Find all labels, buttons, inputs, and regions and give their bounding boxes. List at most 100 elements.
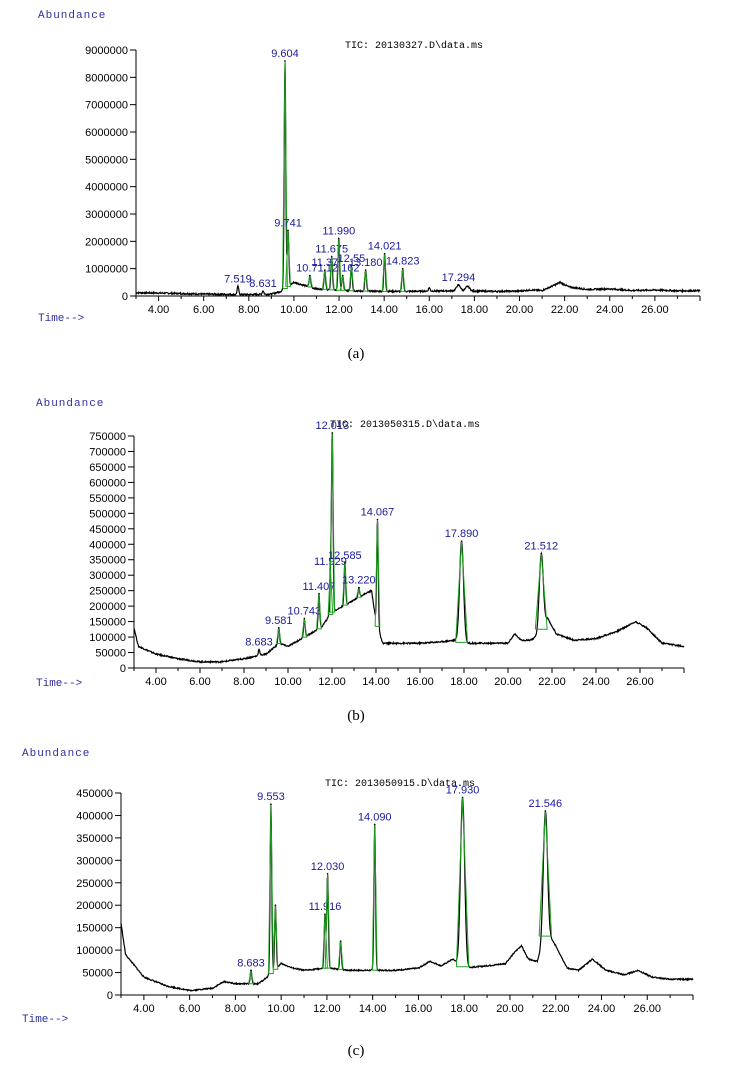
x-tick-label: 8.00 — [233, 676, 254, 688]
peak-integration-line — [356, 587, 362, 598]
x-tick-label: 6.00 — [179, 1003, 200, 1015]
abundance-axis-label: Abundance — [22, 748, 90, 760]
peak-apex-mark — [324, 913, 326, 915]
x-tick-label: 20.00 — [506, 304, 534, 316]
peak-integration-line — [248, 970, 255, 985]
peak-label: 12.585 — [328, 550, 362, 562]
peak-apex-mark — [401, 267, 404, 270]
x-tick-label: 6.00 — [189, 676, 210, 688]
peak-integration-line — [275, 627, 282, 645]
x-tick-label: 4.00 — [133, 1003, 154, 1015]
peak-label: 14.021 — [368, 241, 402, 253]
y-tick-label: 5000000 — [85, 154, 128, 166]
peak-apex-mark — [303, 617, 306, 620]
tic-file-title: TIC: 20130327.D\data.ms — [345, 40, 483, 52]
x-tick-label: 16.00 — [405, 1003, 433, 1015]
x-tick-label: 26.00 — [641, 304, 669, 316]
peak-integration-line — [339, 275, 346, 291]
peak-label: 17.930 — [446, 784, 480, 796]
peak-label: 8.631 — [249, 278, 277, 290]
peak-apex-mark — [461, 796, 464, 799]
x-tick-label: 26.00 — [626, 676, 654, 688]
peak-apex-mark — [350, 265, 353, 267]
peak-label: 9.581 — [265, 615, 293, 627]
x-tick-label: 14.00 — [362, 676, 390, 688]
peak-apex-mark — [383, 252, 386, 255]
peak-apex-mark — [287, 229, 289, 232]
y-tick-label: 450000 — [76, 788, 113, 800]
peak-label: 13.180 — [349, 257, 383, 269]
y-tick-label: 150000 — [76, 923, 113, 935]
panel-caption: (a) — [348, 346, 365, 362]
peak-integration-line — [538, 810, 553, 937]
peak-label: 14.823 — [386, 256, 420, 268]
x-tick-label: 26.00 — [633, 1003, 661, 1015]
peak-apex-mark — [466, 285, 469, 288]
y-tick-label: 6000000 — [85, 127, 128, 139]
y-tick-label: 100000 — [76, 945, 113, 957]
peak-integration-line — [301, 618, 308, 638]
y-tick-label: 750000 — [89, 431, 126, 443]
y-tick-label: 250000 — [76, 878, 113, 890]
y-tick-label: 7000000 — [85, 100, 128, 112]
peak-label: 11.407 — [303, 581, 336, 593]
x-tick-label: 8.00 — [225, 1003, 246, 1015]
x-tick-label: 10.00 — [274, 676, 302, 688]
peak-integration-line — [381, 253, 388, 292]
y-tick-label: 100000 — [89, 632, 126, 644]
peak-apex-mark — [344, 562, 346, 564]
peak-apex-mark — [262, 290, 264, 292]
x-tick-label: 18.00 — [450, 676, 478, 688]
y-tick-label: 2000000 — [85, 236, 128, 248]
peak-integration-line — [534, 553, 548, 630]
peak-apex-mark — [326, 873, 329, 875]
y-tick-label: 4000000 — [85, 182, 128, 194]
x-tick-label: 18.00 — [461, 304, 489, 316]
peak-integration-line — [342, 562, 348, 606]
peak-apex-mark — [309, 274, 311, 277]
x-tick-label: 20.00 — [494, 676, 522, 688]
peak-integration-line — [282, 60, 288, 289]
peak-apex-mark — [373, 823, 376, 826]
peak-apex-mark — [338, 237, 340, 240]
peak-integration-line — [321, 269, 328, 290]
peak-apex-mark — [318, 592, 320, 595]
peak-label: 8.683 — [245, 636, 273, 648]
y-tick-label: 550000 — [89, 493, 126, 505]
x-tick-label: 20.00 — [496, 1003, 524, 1015]
peak-apex-mark — [544, 810, 547, 812]
y-tick-label: 200000 — [89, 601, 126, 613]
tic-signal-trace — [135, 62, 701, 297]
y-tick-label: 350000 — [89, 555, 126, 567]
peak-integration-line — [328, 256, 335, 291]
tic-signal-trace — [120, 797, 694, 992]
peak-label: 8.683 — [237, 957, 265, 969]
peak-label: 14.090 — [358, 811, 392, 823]
peak-label: 9.741 — [274, 217, 302, 229]
tic-signal-trace — [133, 433, 685, 665]
x-tick-label: 8.00 — [238, 304, 259, 316]
peak-apex-mark — [274, 904, 277, 907]
peak-label: 7.519 — [224, 273, 252, 285]
peak-integration-line — [348, 265, 355, 292]
peak-apex-mark — [376, 518, 379, 521]
peak-integration-line — [316, 593, 322, 630]
x-tick-label: 10.00 — [280, 304, 308, 316]
peak-apex-mark — [428, 287, 431, 289]
tic-file-title: TIC: 2013050315.D\data.ms — [330, 419, 480, 431]
peak-label: 10.71 — [296, 263, 324, 275]
peak-label: 21.546 — [529, 798, 563, 810]
peak-integration-line — [272, 905, 279, 970]
y-tick-label: 1000000 — [85, 264, 128, 276]
peak-integration-line — [324, 873, 331, 969]
x-tick-label: 16.00 — [406, 676, 434, 688]
peak-apex-mark — [258, 648, 260, 651]
peak-integration-line — [455, 541, 469, 643]
peak-label: 12.030 — [311, 861, 345, 873]
x-tick-label: 24.00 — [596, 304, 624, 316]
y-tick-label: 700000 — [89, 446, 126, 458]
y-tick-label: 250000 — [89, 586, 126, 598]
peak-label: 11.990 — [322, 226, 355, 238]
y-tick-label: 500000 — [89, 508, 126, 520]
